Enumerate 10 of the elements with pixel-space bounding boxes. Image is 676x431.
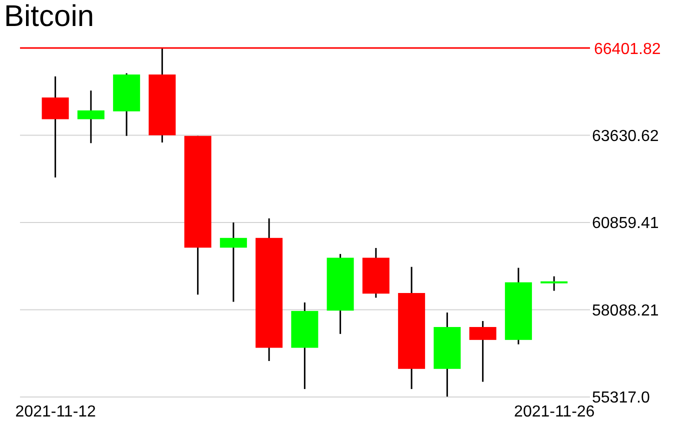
candlestick (220, 222, 247, 303)
y-tick-label: 63630.62 (592, 128, 659, 145)
candlestick (540, 276, 568, 292)
chart-title: Bitcoin (4, 0, 94, 34)
x-tick-label: 2021-11-26 (514, 403, 595, 420)
x-tick-label: 2021-11-12 (15, 403, 96, 420)
ref-line-label: 66401.82 (594, 41, 661, 58)
y-tick-label: 55317.0 (592, 390, 650, 407)
y-tick-label: 58088.21 (592, 302, 659, 320)
y-tick-label: 60859.41 (592, 215, 659, 232)
